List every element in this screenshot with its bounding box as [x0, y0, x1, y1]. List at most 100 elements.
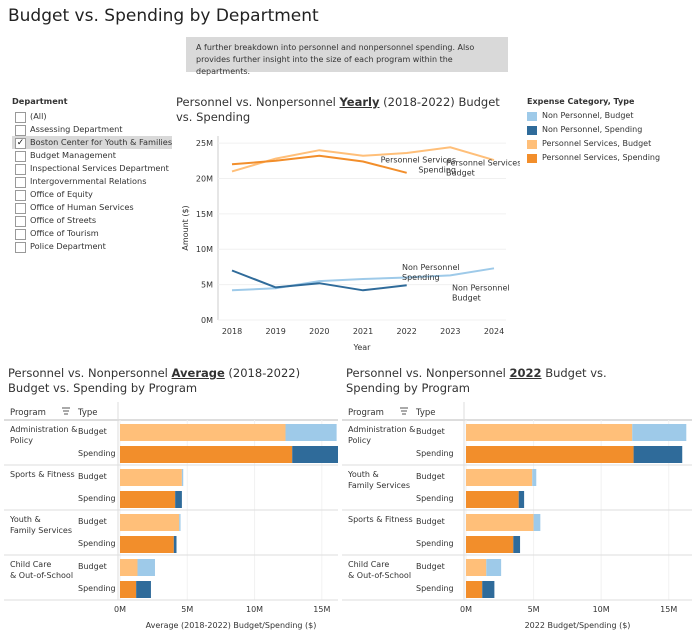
type-label: Budget [78, 562, 107, 571]
program-label: Administration & [348, 425, 415, 434]
filter-item[interactable]: Office of Streets [12, 214, 172, 227]
x-tick-label: 2018 [222, 327, 242, 336]
filter-item[interactable]: Office of Equity [12, 188, 172, 201]
y-tick-label: 20M [196, 174, 213, 183]
bar-nonpersonnel [532, 469, 537, 486]
filter-item-label: Inspectional Services Department [30, 163, 169, 173]
department-filter: Department (All) Assessing Department ✓ Bos… [12, 96, 172, 253]
filter-item-label: Office of Tourism [30, 228, 99, 238]
series-label: Budget [446, 169, 475, 178]
filter-title: Department [12, 96, 68, 106]
type-label: Budget [416, 517, 445, 526]
legend-item[interactable]: Non Personnel, Spending [527, 123, 660, 137]
bar-nonpersonnel [486, 559, 502, 576]
sort-icon[interactable] [62, 407, 70, 415]
type-label: Spending [78, 449, 116, 458]
bar-personnel [120, 514, 180, 531]
legend-item[interactable]: Non Personnel, Budget [527, 109, 660, 123]
bar-nonpersonnel [513, 536, 521, 553]
x-tick-label: 0M [460, 605, 472, 614]
checkbox-icon[interactable] [15, 202, 26, 214]
filter-item-label: Budget Management [30, 150, 116, 160]
type-label: Spending [416, 539, 454, 548]
program-label: Family Services [10, 526, 72, 535]
bar-personnel [466, 424, 633, 441]
checkbox-icon[interactable] [15, 228, 26, 240]
legend-swatch [527, 126, 537, 135]
filter-item[interactable]: Inspectional Services Department [12, 162, 172, 175]
legend: Expense Category, Type Non Personnel, Bu… [527, 97, 660, 165]
x-axis-label: Average (2018-2022) Budget/Spending ($) [146, 621, 317, 630]
x-tick-label: 0M [114, 605, 126, 614]
type-label: Budget [78, 472, 107, 481]
filter-item[interactable]: Office of Human Services [12, 201, 172, 214]
filter-item[interactable]: Office of Tourism [12, 227, 172, 240]
checkbox-checked-icon[interactable]: ✓ [15, 137, 26, 149]
filter-item[interactable]: Budget Management [12, 149, 172, 162]
program-label: Administration & [10, 425, 77, 434]
type-label: Budget [416, 472, 445, 481]
filter-item[interactable]: Assessing Department [12, 123, 172, 136]
series-label: Non Personnel [452, 283, 510, 292]
series-label: Non Personnel [402, 263, 460, 272]
x-tick-label: 2023 [440, 327, 460, 336]
type-label: Budget [416, 427, 445, 436]
filter-item-label: Office of Equity [30, 189, 93, 199]
bar-personnel [466, 446, 634, 463]
filter-item[interactable]: Police Department [12, 240, 172, 253]
program-label: & Out-of-School [10, 571, 73, 580]
y-tick-label: 15M [196, 210, 213, 219]
series-label: Budget [452, 293, 481, 302]
x-tick-label: 15M [660, 605, 677, 614]
program-label: Youth & [347, 470, 379, 479]
legend-item[interactable]: Personnel Services, Budget [527, 137, 660, 151]
checkbox-icon[interactable] [15, 124, 26, 136]
bar-personnel [466, 514, 534, 531]
checkbox-icon[interactable] [15, 176, 26, 188]
legend-label: Personnel Services, Budget [542, 139, 652, 148]
bar-personnel [120, 536, 174, 553]
description-box: A further breakdown into personnel and n… [186, 37, 508, 76]
filter-item[interactable]: ✓ Boston Center for Youth & Families [12, 136, 172, 149]
bar-personnel [120, 559, 138, 576]
program-label: Family Services [348, 481, 410, 490]
y-axis-label: Amount ($) [181, 205, 190, 250]
x-tick-label: 5M [181, 605, 193, 614]
bar-nonpersonnel [632, 424, 687, 441]
type-label: Spending [416, 584, 454, 593]
y-tick-label: 25M [196, 139, 213, 148]
checkbox-icon[interactable] [15, 241, 26, 253]
legend-item[interactable]: Personnel Services, Spending [527, 151, 660, 165]
x-axis-label: 2022 Budget/Spending ($) [525, 621, 631, 630]
bar-nonpersonnel [136, 581, 151, 598]
x-tick-label: 5M [528, 605, 540, 614]
checkbox-icon[interactable] [15, 163, 26, 175]
filter-item[interactable]: (All) [12, 110, 172, 123]
filter-item[interactable]: Intergovernmental Relations [12, 175, 172, 188]
legend-label: Non Personnel, Budget [542, 111, 634, 120]
legend-swatch [527, 112, 537, 121]
program-label: Sports & Fitness [10, 470, 75, 479]
checkbox-icon[interactable] [15, 189, 26, 201]
series-label: Spending [402, 273, 440, 282]
sort-icon[interactable] [400, 407, 408, 415]
filter-item-label: Police Department [30, 241, 106, 251]
bar-nonpersonnel [179, 514, 181, 531]
filter-item-label: Intergovernmental Relations [30, 176, 147, 186]
type-label: Spending [416, 494, 454, 503]
program-label: Policy [348, 436, 371, 445]
bar-personnel [120, 581, 137, 598]
bar-personnel [120, 491, 176, 508]
checkbox-icon[interactable] [15, 215, 26, 227]
legend-title: Expense Category, Type [527, 97, 635, 106]
program-label: Child Care [10, 560, 51, 569]
legend-label: Personnel Services, Spending [542, 153, 661, 162]
series-label: Personnel Services [381, 155, 456, 164]
type-label: Spending [78, 539, 116, 548]
legend-swatch [527, 140, 537, 149]
checkbox-icon[interactable] [15, 111, 26, 123]
program-label: Policy [10, 436, 33, 445]
bar-nonpersonnel [175, 491, 182, 508]
checkbox-icon[interactable] [15, 150, 26, 162]
